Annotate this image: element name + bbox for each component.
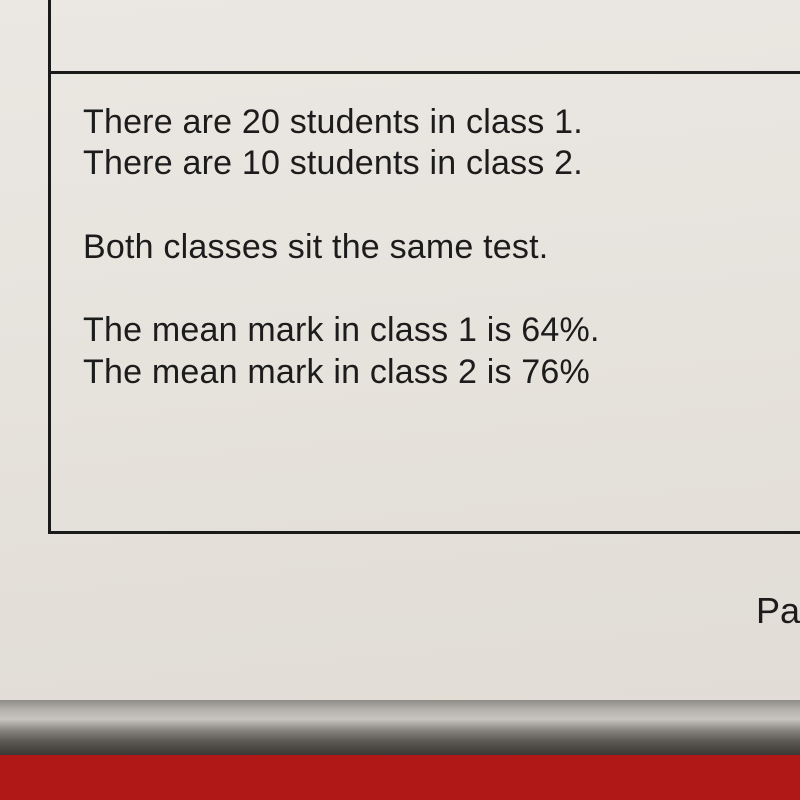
question-line-1: There are 20 students in class 1.: [83, 102, 780, 143]
question-cell: There are 20 students in class 1. There …: [48, 74, 800, 534]
desk-surface: [0, 755, 800, 800]
page-edge-shadow: [0, 700, 800, 755]
question-line-5: The mean mark in class 2 is 76%: [83, 352, 780, 393]
question-line-3: Both classes sit the same test.: [83, 227, 780, 268]
page-footer-fragment: Pa: [756, 590, 800, 632]
table-cell-upper: [48, 0, 800, 74]
paragraph-gap: [83, 268, 780, 310]
question-line-4: The mean mark in class 1 is 64%.: [83, 310, 780, 351]
question-line-2: There are 10 students in class 2.: [83, 143, 780, 184]
worksheet-page: There are 20 students in class 1. There …: [0, 0, 800, 700]
paragraph-gap: [83, 185, 780, 227]
